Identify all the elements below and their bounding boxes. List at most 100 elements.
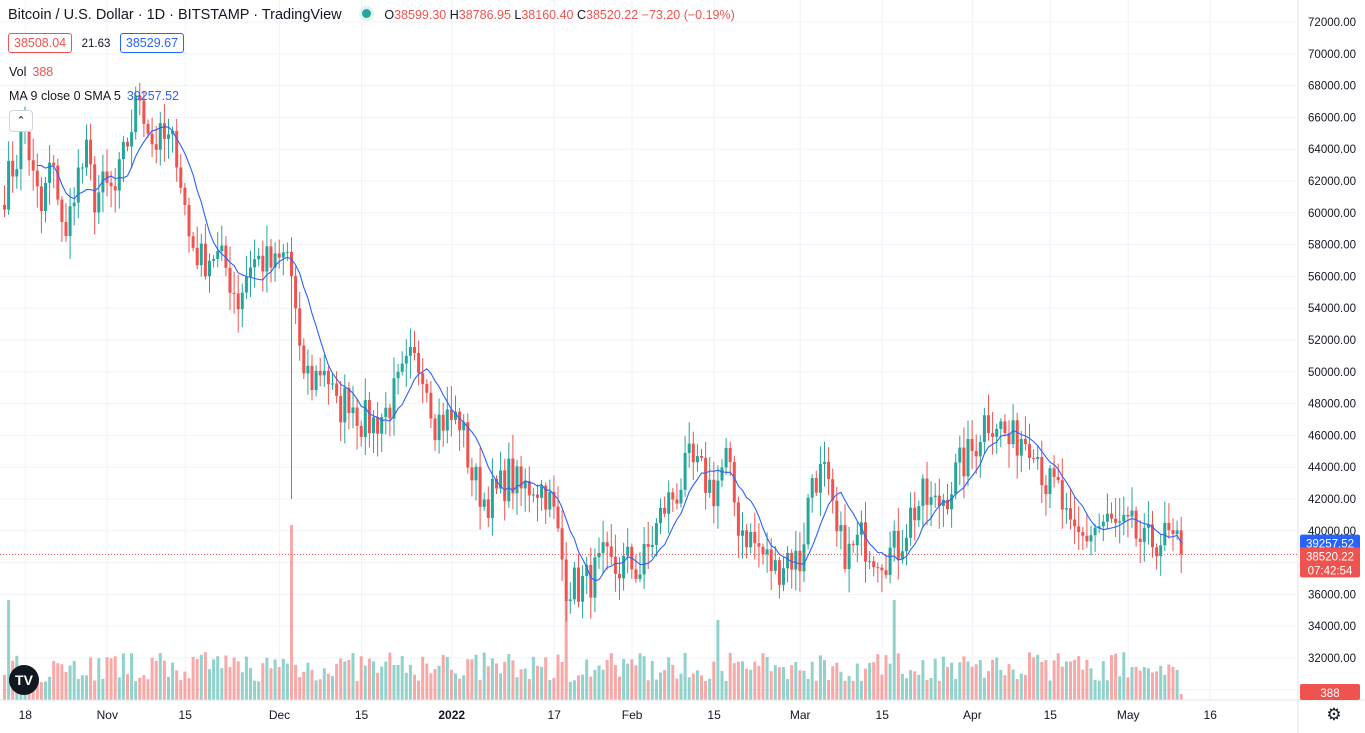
candle-body — [515, 466, 519, 494]
volume-bar — [7, 600, 11, 700]
volume-bar — [1040, 661, 1044, 700]
volume-bar — [531, 656, 535, 700]
candle-body — [1015, 420, 1019, 456]
candle-body — [310, 365, 314, 391]
candle-body — [736, 502, 740, 536]
candle-body — [970, 439, 974, 451]
candle-body — [171, 130, 175, 135]
candle-body — [872, 561, 876, 568]
candle-body — [905, 537, 908, 552]
candle-body — [880, 567, 884, 571]
volume-bar — [109, 658, 113, 700]
candle-body — [892, 530, 896, 548]
symbol-title[interactable]: Bitcoin / U.S. Dollar · 1D · BITSTAMP · … — [8, 7, 342, 23]
spread-value: 21.63 — [81, 38, 111, 50]
candle-body — [68, 206, 72, 237]
volume-bar — [335, 663, 339, 700]
ma-indicator-legend[interactable]: MA 9 close 0 SMA 5 39257.52 — [9, 89, 179, 103]
candle-body — [261, 255, 265, 272]
candle-body — [421, 373, 425, 385]
volume-bar — [929, 678, 933, 700]
candle-body — [138, 95, 142, 101]
volume-bar — [80, 675, 84, 700]
change-value: −73.20 (−0.19%) — [641, 8, 735, 22]
candle-body — [343, 387, 347, 423]
time-tick-label: 17 — [548, 708, 562, 722]
volume-bar — [60, 664, 64, 700]
candle-body — [777, 560, 781, 585]
volume-bar — [1056, 653, 1060, 700]
buy-price-button[interactable]: 38529.67 — [119, 33, 185, 53]
candle-body — [900, 551, 904, 560]
candle-body — [810, 478, 814, 498]
candle-body — [646, 543, 650, 547]
candle-body — [577, 567, 580, 602]
volume-bar — [839, 671, 843, 700]
candle-body — [44, 182, 47, 212]
candle-body — [593, 557, 597, 598]
volume-bar — [741, 661, 744, 700]
candle-body — [978, 442, 982, 457]
volume-bar — [388, 652, 392, 700]
candle-body — [564, 559, 568, 601]
volume-bar — [950, 662, 954, 700]
volume-indicator-legend[interactable]: Vol 388 — [9, 65, 53, 79]
volume-bar — [708, 678, 712, 700]
candle-body — [745, 530, 749, 548]
volume-bar — [622, 658, 626, 700]
tradingview-logo-icon[interactable]: TV — [9, 665, 39, 695]
volume-bar — [1105, 680, 1109, 700]
volume-bar — [113, 656, 117, 700]
volume-bar — [679, 673, 683, 700]
candle-body — [503, 470, 507, 502]
volume-bar — [339, 658, 343, 700]
candle-body — [326, 370, 330, 385]
volume-bar — [97, 658, 101, 700]
volume-bar — [331, 675, 334, 700]
time-tick-label: 15 — [876, 708, 890, 722]
candle-body — [695, 456, 699, 463]
candle-body — [654, 523, 658, 545]
candle-body — [35, 170, 39, 187]
ma-price-tag — [1300, 534, 1360, 551]
volume-bar — [232, 657, 236, 700]
volume-bar — [511, 660, 515, 700]
candle-body — [39, 186, 43, 212]
sell-price-button[interactable]: 38508.04 — [8, 33, 73, 53]
candle-body — [618, 573, 621, 579]
candle-body — [425, 384, 429, 393]
volume-bar — [154, 660, 158, 700]
candle-body — [1142, 527, 1146, 542]
candle-body — [1110, 513, 1113, 519]
candle-body — [753, 532, 757, 544]
volume-bar — [765, 657, 769, 700]
volume-bar — [896, 653, 900, 700]
volume-bar — [449, 669, 453, 700]
trade-prices: 38508.04 21.63 38529.67 — [8, 33, 190, 53]
volume-bar — [404, 672, 408, 700]
volume-bar — [913, 671, 917, 700]
volume-bar — [1126, 677, 1130, 700]
volume-bar — [732, 663, 736, 700]
volume-bar — [445, 657, 449, 700]
volume-bar — [1073, 659, 1077, 700]
candle-body — [622, 555, 626, 579]
volume-bar — [429, 673, 433, 700]
volume-bar — [798, 670, 802, 700]
time-tick-label: 15 — [1044, 708, 1058, 722]
gear-icon[interactable]: ⚙ — [1326, 705, 1342, 724]
candle-body — [691, 443, 695, 463]
candle-body — [757, 543, 761, 547]
candle-body — [749, 532, 753, 548]
candle-body — [896, 530, 900, 560]
chevron-up-icon[interactable]: ⌃ — [9, 110, 33, 132]
volume-bar — [101, 678, 105, 700]
candle-body — [925, 478, 929, 505]
candle-body — [966, 439, 970, 477]
candle-body — [761, 546, 765, 555]
candle-body — [281, 252, 285, 258]
volume-bar — [593, 669, 597, 700]
volume-bar — [121, 653, 125, 700]
